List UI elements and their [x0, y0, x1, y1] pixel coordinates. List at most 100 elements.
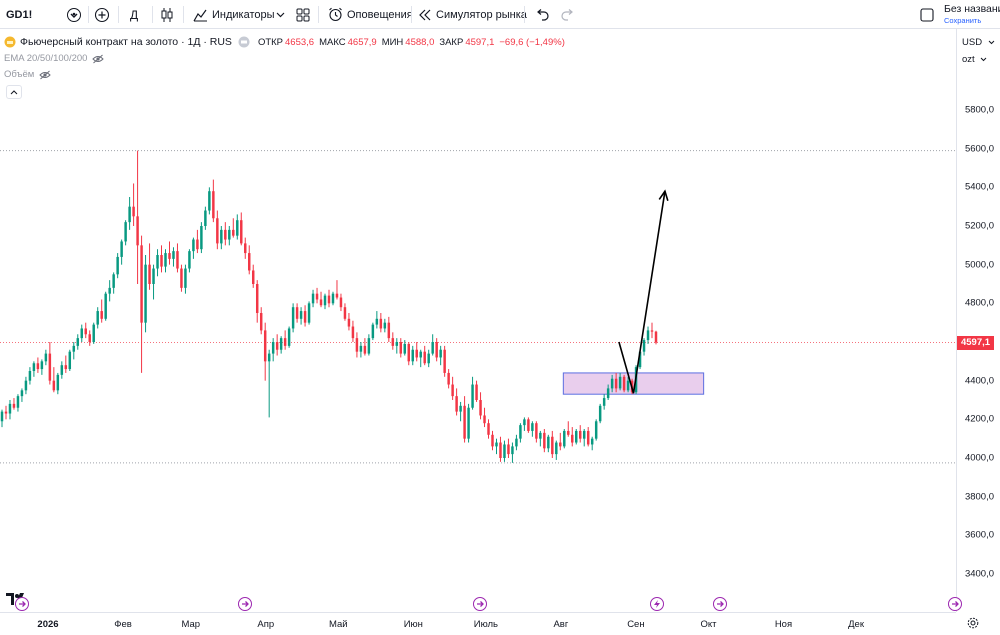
- time-tick-label: 2026: [37, 619, 59, 630]
- candle-body: [291, 307, 295, 329]
- collapse-legend-button[interactable]: [6, 85, 22, 99]
- candle-body: [455, 396, 458, 412]
- candle-body: [60, 365, 64, 375]
- economic-event-icon[interactable]: [713, 597, 727, 611]
- economic-event-icon[interactable]: [948, 597, 962, 611]
- unit-selector[interactable]: ozt: [962, 54, 987, 65]
- candle-body: [92, 324, 95, 342]
- ema-legend[interactable]: EMA 20/50/100/200: [4, 53, 105, 64]
- add-symbol-icon[interactable]: [94, 0, 110, 29]
- candle-body: [112, 274, 115, 288]
- candle-body: [539, 432, 542, 439]
- candle-body: [407, 343, 410, 362]
- price-tick-label: 3600,0: [964, 529, 994, 541]
- indicators-label: Индикаторы: [212, 8, 275, 21]
- legend-title[interactable]: Фьючерсный контракт на золото · 1Д · RUS: [20, 36, 232, 48]
- candle-body: [156, 255, 159, 269]
- candle-body: [582, 430, 586, 439]
- eye-hidden-icon[interactable]: [39, 70, 51, 80]
- candle-body: [535, 423, 538, 439]
- candle-body: [515, 438, 518, 447]
- candle-body: [379, 318, 383, 329]
- candle-body: [555, 442, 558, 455]
- time-scale[interactable]: 2026 Фев Мар Апр Май Июн Июль Авг Сен Окт Ноя Дек: [0, 612, 956, 635]
- alarm-clock-icon: [328, 7, 343, 22]
- indicators-dropdown-chevron-icon[interactable]: [276, 0, 285, 29]
- redo-icon[interactable]: [561, 0, 575, 29]
- candle-body: [244, 243, 247, 254]
- candle-body: [4, 411, 8, 414]
- symbol-label: GD1!: [6, 8, 33, 21]
- candle-body: [56, 374, 60, 391]
- candle-body: [232, 229, 235, 236]
- candle-body: [638, 351, 642, 368]
- candle-body: [575, 430, 578, 443]
- time-tick-label: Ноя: [774, 619, 793, 630]
- candle-body: [531, 423, 534, 431]
- candle-body: [228, 229, 231, 240]
- gold-coin-icon: [4, 36, 16, 48]
- candle-body: [48, 353, 52, 381]
- time-tick-label: Окт: [700, 619, 717, 630]
- currency-selector[interactable]: USD: [962, 37, 995, 48]
- layouts-grid-icon[interactable]: [296, 0, 310, 29]
- last-price-label: 4597,1: [957, 335, 994, 350]
- candle-body: [16, 396, 20, 408]
- price-tick-label: 3400,0: [964, 568, 994, 580]
- candle-body: [184, 268, 187, 288]
- candle-body: [196, 239, 199, 250]
- candle-body: [311, 293, 315, 304]
- symbol-search-button[interactable]: GD1!: [6, 0, 32, 29]
- compare-symbol-icon[interactable]: [66, 0, 82, 29]
- candle-body: [395, 342, 399, 346]
- candle-body: [263, 330, 267, 362]
- indicators-button[interactable]: Индикаторы: [193, 0, 275, 29]
- price-scale[interactable]: 5800,05600,05400,05200,05000,04800,04600…: [956, 29, 1000, 612]
- price-chart[interactable]: [0, 29, 956, 612]
- candle-body: [32, 363, 36, 371]
- close-value: 4597,1: [465, 36, 495, 48]
- chevron-down-icon: [980, 57, 987, 62]
- candle-body: [128, 206, 131, 223]
- price-tick-label: 4800,0: [964, 297, 994, 309]
- chart-settings-gear-icon[interactable]: [963, 614, 983, 632]
- candle-body: [0, 411, 4, 422]
- candle-body: [459, 405, 462, 412]
- toolbar-divider: [318, 6, 319, 23]
- candle-body: [64, 365, 68, 370]
- dividend-event-icon[interactable]: [650, 597, 664, 611]
- open-value: 4653,6: [285, 36, 315, 48]
- economic-event-icon[interactable]: [473, 597, 487, 611]
- candle-body: [76, 338, 80, 346]
- change-value: −69,6 (−1,49%): [499, 36, 565, 48]
- candle-body: [136, 216, 139, 246]
- candle-body: [295, 307, 299, 319]
- projection-path-line: [618, 191, 666, 394]
- candle-body: [415, 349, 418, 358]
- toolbar-divider: [118, 6, 119, 23]
- candle-body: [614, 378, 618, 389]
- rewind-icon: [418, 9, 432, 21]
- candle-body: [279, 338, 283, 350]
- economic-event-icon[interactable]: [15, 597, 29, 611]
- economic-event-icon[interactable]: [238, 597, 252, 611]
- layout-checkbox[interactable]: [920, 0, 934, 29]
- eye-hidden-icon[interactable]: [92, 54, 105, 64]
- candle-body: [28, 371, 32, 381]
- candle-body: [646, 330, 650, 341]
- candle-body: [543, 432, 546, 449]
- candle-body: [467, 407, 470, 439]
- indicators-icon: [193, 8, 208, 22]
- interval-button[interactable]: Д: [130, 0, 138, 29]
- candle-body: [287, 328, 291, 346]
- chart-type-candles-icon[interactable]: [160, 0, 174, 29]
- alerts-button[interactable]: Оповещения: [328, 0, 413, 29]
- replay-label: Симулятор рынка: [436, 8, 527, 21]
- layout-name-button[interactable]: Без названия Сохранить: [944, 0, 1000, 29]
- undo-icon[interactable]: [535, 0, 549, 29]
- volume-legend[interactable]: Объём: [4, 69, 51, 80]
- last-price-value: 4597,1: [960, 337, 991, 349]
- candle-body: [347, 318, 351, 327]
- replay-button[interactable]: Симулятор рынка: [418, 0, 527, 29]
- candle-body: [72, 345, 76, 352]
